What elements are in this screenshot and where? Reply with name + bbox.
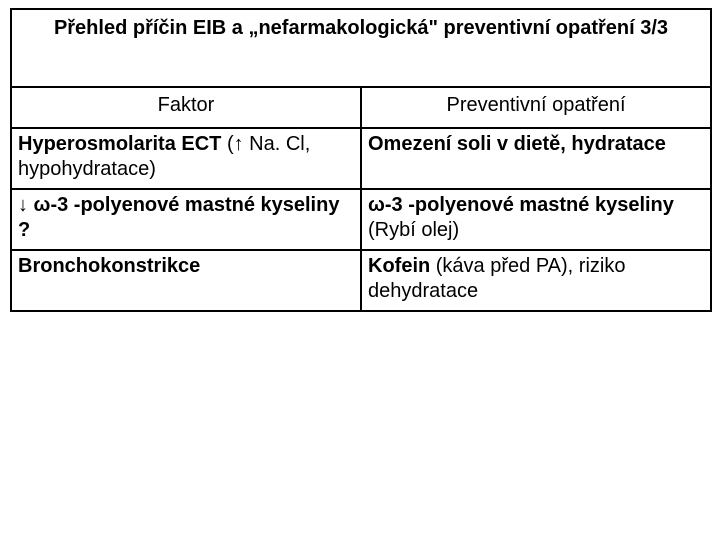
title-cell: Přehled příčin EIB a „nefarmakologická" … (11, 9, 711, 87)
cell-text-bold: ω-3 -polyenové mastné kyseliny (368, 194, 674, 216)
column-header-faktor: Faktor (158, 94, 215, 116)
cell-text-bold: Kofein (368, 255, 430, 277)
cell-opatreni-2: Kofein (káva před PA), riziko dehydratac… (361, 250, 711, 311)
cell-faktor-1: ↓ ω-3 -polyenové mastné kyseliny ? (11, 189, 361, 250)
table-row: ↓ ω-3 -polyenové mastné kyseliny ? ω-3 -… (11, 189, 711, 250)
slide-title: Přehled příčin EIB a „nefarmakologická" … (54, 16, 668, 40)
column-header-opatreni: Preventivní opatření (447, 94, 626, 116)
cell-text-bold: ↓ ω-3 -polyenové mastné kyseliny ? (18, 194, 339, 241)
cell-text-bold: Hyperosmolarita ECT (18, 133, 221, 155)
cell-text-rest: (Rybí olej) (368, 219, 459, 241)
cell-text-bold: Omezení soli v dietě, hydratace (368, 133, 666, 155)
header-left-cell: Faktor (11, 87, 361, 128)
cell-opatreni-1: ω-3 -polyenové mastné kyseliny (Rybí ole… (361, 189, 711, 250)
table-row: Hyperosmolarita ECT (↑ Na. Cl, hypohydra… (11, 128, 711, 189)
eib-table: Přehled příčin EIB a „nefarmakologická" … (10, 8, 712, 312)
cell-faktor-0: Hyperosmolarita ECT (↑ Na. Cl, hypohydra… (11, 128, 361, 189)
slide-root: { "title": { "text": "Přehled příčin EIB… (0, 0, 720, 540)
cell-text-bold: Bronchokonstrikce (18, 255, 200, 277)
table-row: Bronchokonstrikce Kofein (káva před PA),… (11, 250, 711, 311)
title-row: Přehled příčin EIB a „nefarmakologická" … (11, 9, 711, 87)
header-row: Faktor Preventivní opatření (11, 87, 711, 128)
cell-opatreni-0: Omezení soli v dietě, hydratace (361, 128, 711, 189)
header-right-cell: Preventivní opatření (361, 87, 711, 128)
cell-faktor-2: Bronchokonstrikce (11, 250, 361, 311)
